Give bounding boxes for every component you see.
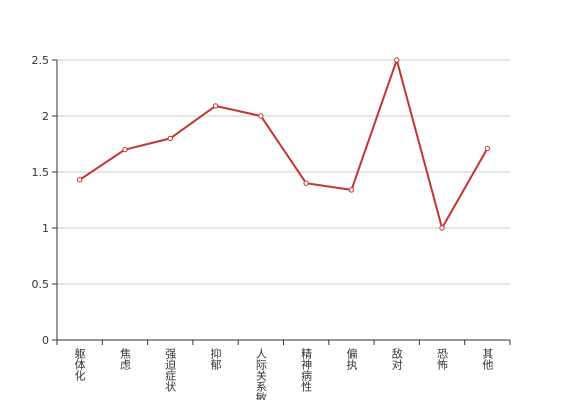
point — [167, 135, 173, 142]
x-tick-label: 躯体化 — [73, 348, 86, 382]
point — [122, 146, 128, 153]
point — [484, 145, 491, 152]
x-tick-label: 恐怖 — [436, 348, 449, 370]
point — [303, 180, 309, 186]
point — [258, 113, 264, 119]
x-tick-label: 强迫症状 — [164, 348, 177, 392]
x-tick-label: 偏执 — [345, 347, 358, 371]
y-tick-label: 2 — [42, 110, 49, 123]
line — [79, 56, 489, 231]
point — [348, 187, 355, 193]
y-tick-label: 1 — [42, 222, 49, 235]
point — [394, 57, 400, 63]
x-tick-label: 焦虑 — [118, 348, 131, 370]
y-tick-label: 1.5 — [32, 166, 50, 179]
y-tick-label: 0 — [42, 334, 49, 347]
point — [76, 177, 83, 183]
y-tick-label: 2.5 — [32, 54, 50, 67]
y-tick-label: 0.5 — [32, 278, 50, 291]
x-tick-label: 精神病性 — [300, 348, 313, 393]
point — [439, 225, 445, 231]
x-tick-label: 其他 — [481, 348, 494, 370]
x-tick-label: 敌对 — [390, 347, 403, 370]
x-tick-label: 人际关系敏感 — [254, 348, 267, 400]
x-tick-label: 抑郁 — [209, 347, 222, 370]
point — [212, 103, 219, 109]
